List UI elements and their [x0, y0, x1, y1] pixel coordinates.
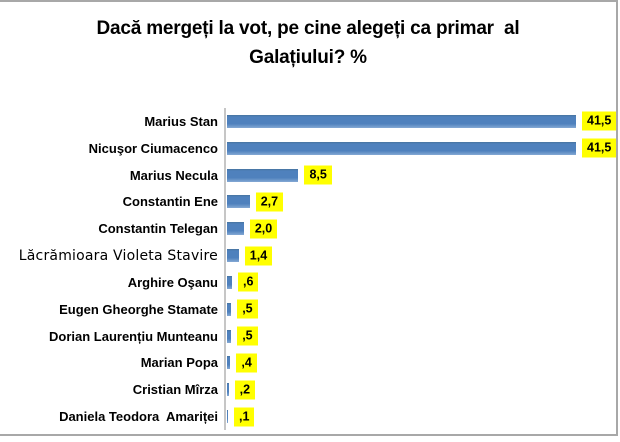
bar-track: ,2 [226, 380, 616, 400]
bar [227, 114, 576, 128]
value-label: ,2 [234, 380, 256, 400]
category-label: Nicuşor Ciumacenco [88, 140, 218, 156]
chart-row: Daniela Teodora Amariței ,1 [0, 403, 616, 430]
value-label: ,4 [236, 353, 257, 373]
bar [227, 383, 229, 397]
bar-track: 41,5 [226, 138, 617, 158]
bar-track: 2,7 [226, 192, 616, 212]
bar [227, 275, 233, 289]
category-label: Dorian Laurențiu Munteanu [49, 328, 218, 344]
value-label: ,1 [234, 407, 255, 427]
value-label: 41,5 [582, 138, 617, 158]
chart-row: Lăcrămioara Violeta Stavire 1,4 [0, 242, 616, 269]
bar [227, 168, 299, 182]
bar-track: ,5 [226, 326, 616, 346]
value-label: 8,5 [304, 165, 332, 185]
bar [227, 356, 231, 370]
chart-row: Arghire Oşanu ,6 [0, 269, 616, 296]
bar [227, 222, 244, 236]
bar-track: ,4 [226, 353, 616, 373]
category-label: Daniela Teodora Amariței [59, 409, 218, 425]
chart-row: Marian Popa ,4 [0, 349, 616, 376]
bar-track: 41,5 [226, 111, 617, 131]
value-label: 2,0 [249, 219, 278, 239]
category-label: Arghire Oşanu [127, 274, 218, 290]
category-label: Constantin Telegan [98, 221, 218, 237]
category-label: Marian Popa [140, 355, 218, 371]
value-label: 2,7 [255, 192, 284, 212]
chart-row: Marius Necula 8,5 [0, 162, 616, 189]
bar-track: 2,0 [226, 219, 616, 239]
chart-row: Dorian Laurențiu Munteanu ,5 [0, 323, 616, 350]
bar-track: ,5 [226, 299, 616, 319]
bar-track: 1,4 [226, 246, 616, 266]
category-label: Lăcrămioara Violeta Stavire [18, 247, 218, 264]
bar-track: ,1 [226, 407, 616, 427]
bar [227, 249, 239, 263]
value-label: ,5 [237, 326, 258, 346]
chart-row: Eugen Gheorghe Stamate ,5 [0, 296, 616, 323]
category-label: Marius Necula [129, 167, 218, 183]
bar [227, 329, 232, 343]
value-label: 41,5 [582, 111, 617, 131]
value-label: ,5 [237, 299, 258, 319]
chart-row: Nicuşor Ciumacenco 41,5 [0, 135, 617, 162]
value-label: 1,4 [244, 246, 273, 266]
category-label: Marius Stan [144, 113, 218, 129]
y-axis-line [224, 108, 226, 430]
bar-track: 8,5 [226, 165, 616, 185]
chart-title-line-1: Dacă mergeți la vot, pe cine alegeți ca … [96, 18, 520, 39]
chart-row: Constantin Telegan 2,0 [0, 215, 616, 242]
plot-area: Marius Stan 41,5 Nicuşor Ciumacenco 41,5 Mar… [0, 108, 617, 430]
chart-title: Dacă mergeți la vot, pe cine alegeți ca … [0, 14, 616, 72]
value-label: ,6 [238, 272, 259, 292]
chart-title-line-2: Galațiului? % [249, 47, 367, 68]
bar-track: ,6 [226, 272, 616, 292]
chart-row: Marius Stan 41,5 [0, 108, 617, 135]
bar [227, 195, 250, 209]
category-label: Cristian Mîrza [132, 382, 218, 398]
chart-row: Cristian Mîrza ,2 [0, 376, 616, 403]
bar [227, 410, 228, 424]
bar-rows: Marius Stan 41,5 Nicuşor Ciumacenco 41,5 Mar… [0, 108, 617, 430]
bar [227, 302, 232, 316]
bar [227, 141, 576, 155]
category-label: Eugen Gheorghe Stamate [59, 301, 218, 317]
chart-row: Constantin Ene 2,7 [0, 188, 616, 215]
category-label: Constantin Ene [122, 194, 218, 210]
